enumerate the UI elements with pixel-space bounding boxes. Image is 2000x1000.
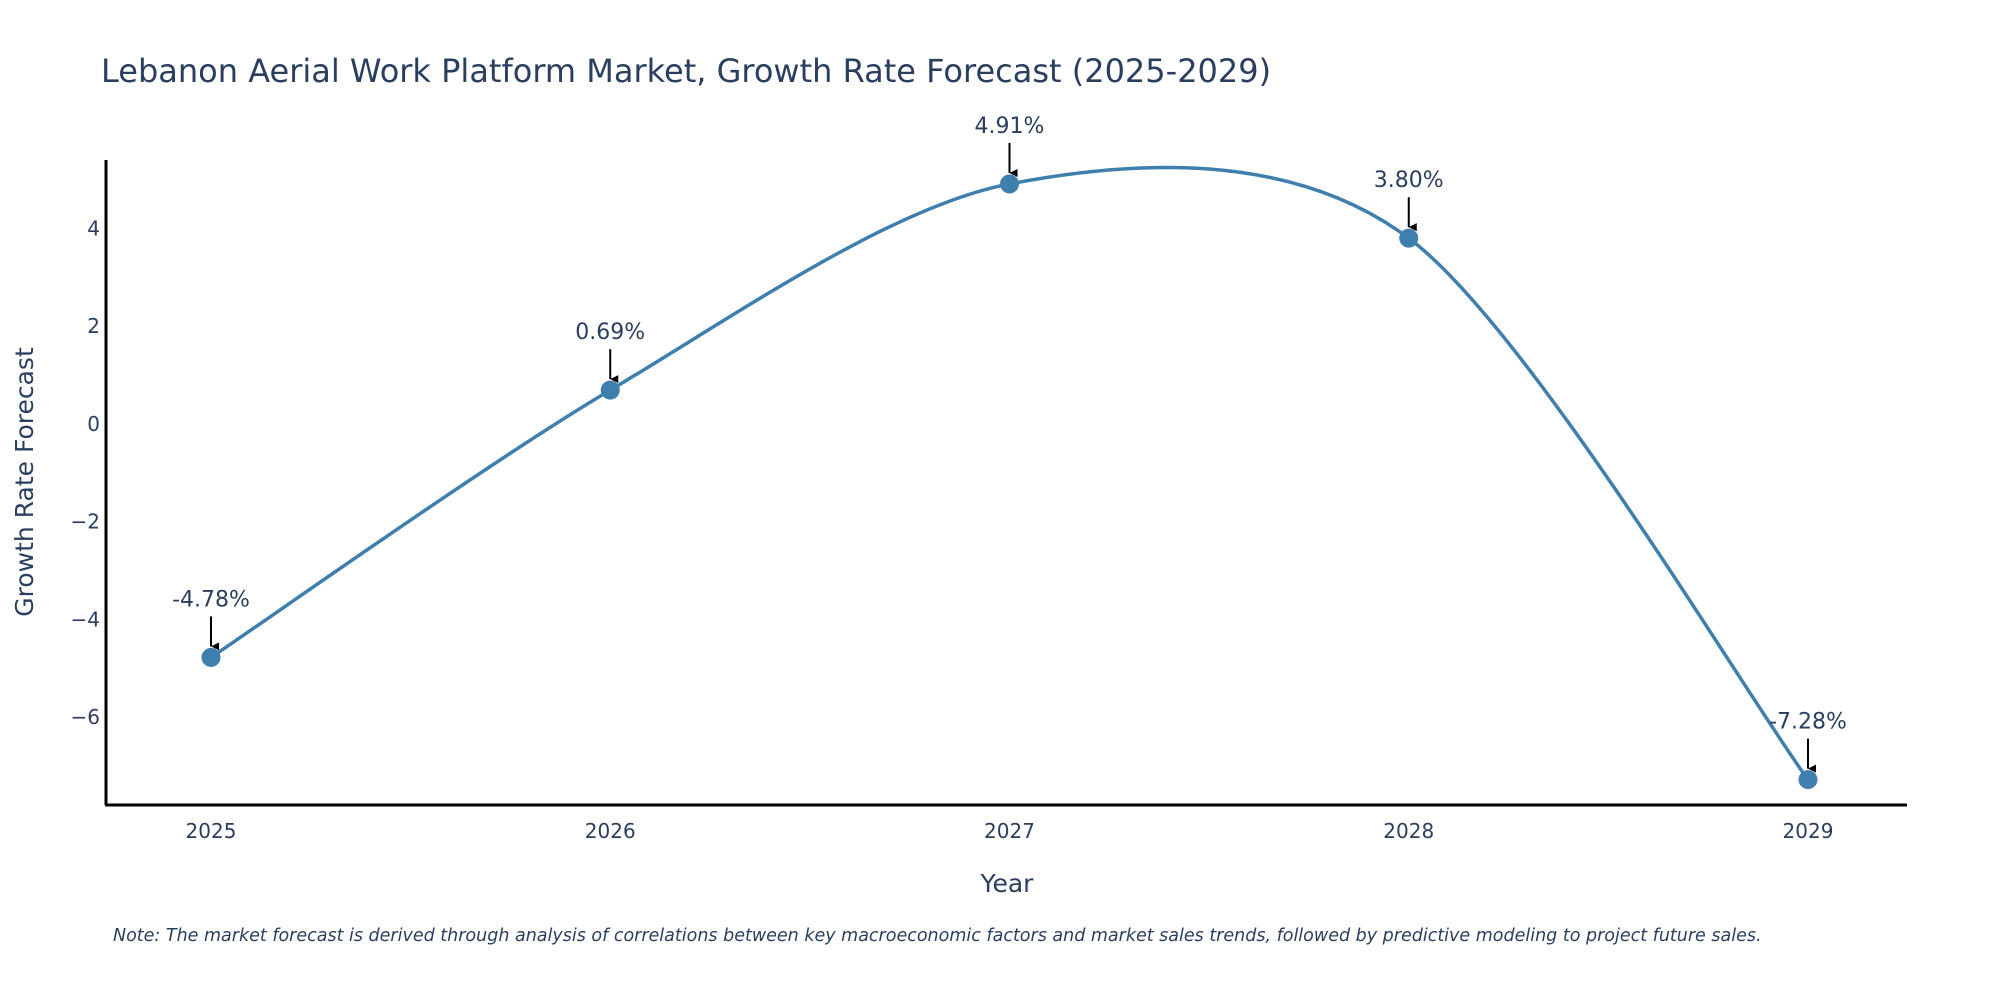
y-axis-title: Growth Rate Forecast: [10, 347, 39, 617]
data-label: -4.78%: [172, 587, 250, 612]
y-axis-ticks: 4 2 0 −2 −4 −6: [71, 216, 100, 729]
y-tick-label: −6: [71, 705, 100, 729]
x-tick-label: 2027: [984, 819, 1035, 843]
y-tick-label: −2: [71, 510, 100, 534]
footnote: Note: The market forecast is derived thr…: [113, 926, 1762, 946]
data-point-marker: [1000, 174, 1019, 194]
data-point-marker: [1798, 770, 1818, 790]
y-tick-label: 2: [87, 314, 100, 338]
data-point-marker: [1399, 228, 1419, 248]
x-tick-label: 2025: [186, 819, 237, 843]
data-point-marker: [600, 380, 620, 400]
data-label: 3.80%: [1374, 168, 1444, 193]
x-tick-label: 2026: [585, 819, 636, 843]
series-line: [210, 165, 1810, 781]
y-tick-label: −4: [71, 607, 100, 631]
data-label: 0.69%: [575, 320, 645, 345]
data-point-marker: [201, 647, 221, 667]
x-axis-title: Year: [980, 869, 1035, 898]
y-tick-label: 4: [87, 216, 100, 240]
x-tick-label: 2029: [1783, 819, 1834, 843]
y-tick-label: 0: [87, 412, 100, 436]
data-label-annotations: -4.78% 0.69% 4.91% 3.80% -7.28%: [172, 114, 1847, 773]
x-axis-ticks: 2025 2026 2027 2028 2029: [186, 819, 1834, 843]
chart-title: Lebanon Aerial Work Platform Market, Gro…: [101, 52, 1271, 90]
data-label: 4.91%: [975, 114, 1045, 139]
data-markers: [201, 174, 1818, 790]
data-label: -7.28%: [1769, 710, 1847, 735]
x-tick-label: 2028: [1383, 819, 1434, 843]
